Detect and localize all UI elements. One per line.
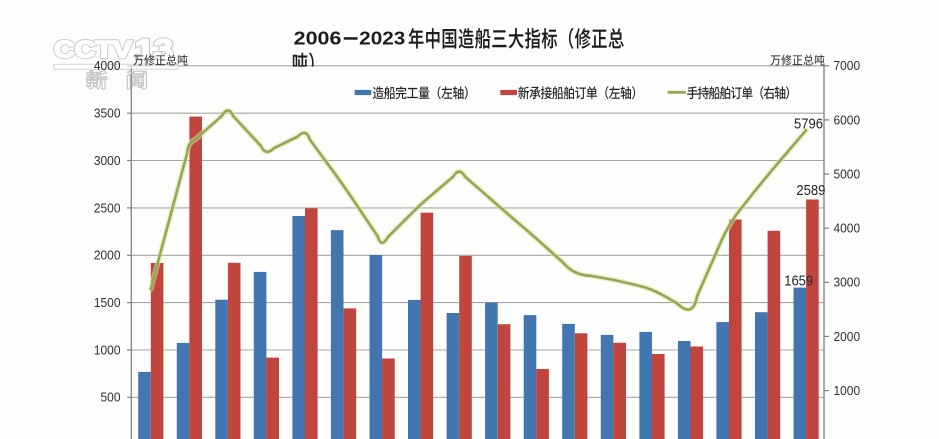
svg-text:1000: 1000 — [94, 343, 121, 357]
svg-text:5000: 5000 — [834, 168, 861, 182]
svg-text:7000: 7000 — [834, 59, 861, 73]
svg-text:4000: 4000 — [94, 59, 121, 73]
svg-text:500: 500 — [101, 391, 121, 405]
svg-text:4000: 4000 — [834, 222, 861, 236]
svg-text:3000: 3000 — [94, 154, 121, 168]
svg-text:2000: 2000 — [94, 249, 121, 263]
svg-text:5796: 5796 — [794, 116, 823, 133]
svg-text:2000: 2000 — [834, 330, 861, 344]
svg-text:1000: 1000 — [834, 384, 861, 398]
svg-text:13: 13 — [135, 34, 173, 65]
svg-text:2006: 2006 — [294, 28, 342, 48]
svg-text:1500: 1500 — [94, 296, 121, 310]
svg-text:2023: 2023 — [359, 28, 405, 48]
svg-text:3000: 3000 — [834, 276, 861, 290]
svg-text:2500: 2500 — [94, 201, 121, 215]
svg-text:3500: 3500 — [94, 107, 121, 121]
svg-text:2589: 2589 — [796, 182, 825, 199]
svg-text:CCTV: CCTV — [54, 37, 132, 64]
svg-text:1659: 1659 — [784, 272, 813, 289]
svg-text:6000: 6000 — [834, 113, 861, 127]
svg-text:CCTV: CCTV — [54, 37, 132, 64]
